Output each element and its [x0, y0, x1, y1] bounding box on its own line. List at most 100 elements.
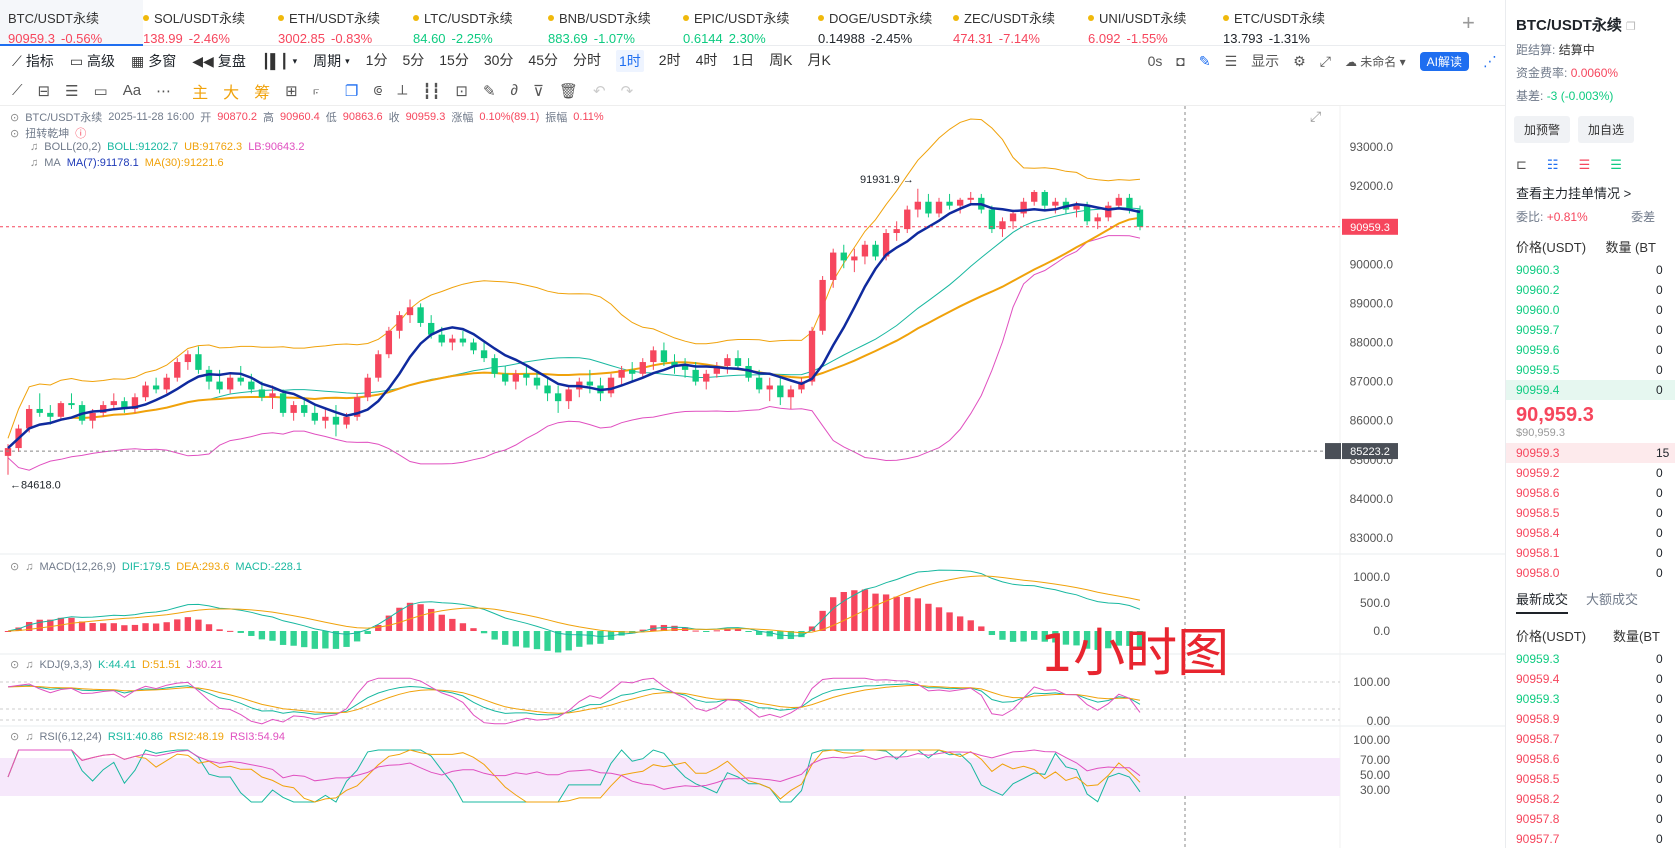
current-price-tag-bg [1342, 218, 1398, 235]
trash-icon[interactable]: 🗑 [558, 82, 578, 100]
copy-icon[interactable]: ❐ [1626, 21, 1636, 33]
orderbook-row[interactable]: 90960.3 0 [1506, 260, 1675, 280]
bell-icon[interactable]: ♫ [25, 658, 34, 671]
indicators-button[interactable]: ⟋ 指标 [12, 51, 54, 71]
more-tools-icon[interactable]: ⋯ [156, 82, 172, 100]
orderbook-row[interactable]: 90959.7 0 [1506, 320, 1675, 340]
collapse-icon[interactable]: ⊙ [10, 561, 20, 573]
expand-chart-icon[interactable]: ⤢ [1310, 108, 1322, 124]
book-bids-icon[interactable]: ☰ [1610, 157, 1622, 172]
advanced-button[interactable]: ▭ 高级 [70, 51, 115, 71]
main-orders-link[interactable]: 查看主力挂单情况 > [1516, 186, 1632, 201]
book-mixed-icon[interactable]: ☷ [1546, 157, 1559, 172]
multi-window-button[interactable]: ▦ 多窗 [131, 51, 176, 71]
replay-button[interactable]: ◀◀ 复盘 [192, 51, 246, 71]
book-asks-icon[interactable]: ☰ [1578, 157, 1591, 172]
ticker-tab[interactable]: BNB/USDT永续 883.69 -1.07% [540, 0, 683, 46]
orderbook-row[interactable]: 90958.1 0 [1506, 543, 1675, 563]
timeframe-option[interactable]: 分时 [573, 52, 601, 68]
notes-icon[interactable]: ✎ [482, 82, 496, 100]
ticker-tab[interactable]: ETC/USDT永续 13.793 -1.31% [1215, 0, 1358, 46]
collapse-icon[interactable]: ⊙ [10, 659, 20, 671]
orderbook-row[interactable]: 90958.5 0 [1506, 503, 1675, 523]
tab-large-trades[interactable]: 大额成交 [1586, 592, 1639, 607]
book-both-icon[interactable]: ⊏ [1516, 157, 1527, 172]
magnet-icon[interactable]: ⟂ [397, 82, 408, 99]
list-icon[interactable]: ☰ [1224, 52, 1238, 69]
undo-icon[interactable]: ↶ [593, 82, 606, 100]
orderbook-row[interactable]: 90958.0 0 [1506, 563, 1675, 583]
share-icon[interactable]: ⋰ [1483, 52, 1497, 69]
collapse-icon[interactable]: ⊙ [10, 731, 20, 743]
orderbook-row[interactable]: 90960.2 0 [1506, 280, 1675, 300]
timeframe-option[interactable]: 2时 [658, 52, 681, 68]
timeframe-option[interactable]: 1日 [732, 52, 755, 68]
price-axis-label: 90000.0 [1350, 257, 1394, 271]
link-icon[interactable]: ∂ [510, 82, 518, 99]
brush-icon[interactable]: ⟔ [312, 82, 320, 99]
orderbook-row[interactable]: 90958.4 0 [1506, 523, 1675, 543]
settings-icon[interactable]: ⚙ [1293, 52, 1306, 69]
calculator-icon[interactable]: ⊞ [285, 82, 298, 100]
ticker-tab[interactable]: SOL/USDT永续 138.99 -2.46% [135, 0, 278, 46]
cloud-layout-dropdown[interactable]: ☁ 未命名 ▾ [1344, 54, 1406, 69]
timeframe-option[interactable]: 1分 [365, 52, 388, 68]
timeframe-option[interactable]: 4时 [695, 52, 718, 68]
big-orders-button[interactable]: 大 [223, 84, 240, 102]
add-watchlist-button[interactable]: 加自选 [1578, 116, 1635, 143]
bell-icon[interactable]: ♫ [30, 157, 39, 169]
rectangle-icon[interactable]: ▭ [93, 82, 108, 100]
add-tab-icon[interactable]: + [1462, 10, 1475, 35]
timeframe-option[interactable]: 月K [807, 52, 831, 68]
kline-chart[interactable]: 93000.092000.091000.090000.089000.088000… [0, 106, 1505, 848]
filter-icon[interactable]: ⊽ [532, 82, 544, 100]
copy-icon[interactable]: ❐ [344, 82, 359, 100]
info-icon[interactable]: ⓘ [75, 128, 87, 140]
timeframe-option[interactable]: 45分 [528, 52, 558, 68]
orderbook-row[interactable]: 90959.6 0 [1506, 340, 1675, 360]
ticker-tab[interactable]: BTC/USDT永续 90959.3 -0.56% [0, 0, 143, 46]
orderbook-row[interactable]: 90960.0 0 [1506, 300, 1675, 320]
ticker-tab[interactable]: ETH/USDT永续 3002.85 -0.83% [270, 0, 413, 46]
chip-distribution-button[interactable]: 筹 [254, 84, 271, 102]
add-alert-button[interactable]: 加预警 [1514, 116, 1571, 143]
main-overlay-button[interactable]: 主 [192, 84, 209, 102]
orderbook-row[interactable]: 90959.4 0 [1506, 380, 1675, 400]
trendline-icon[interactable]: ⟋ [12, 82, 23, 99]
ticker-tab[interactable]: DOGE/USDT永续 0.14988 -2.45% [810, 0, 953, 46]
timeframe-option[interactable]: 5分 [402, 52, 425, 68]
ticker-tab[interactable]: LTC/USDT永续 84.60 -2.25% [405, 0, 548, 46]
fullscreen-icon[interactable]: ⤢ [1319, 52, 1331, 69]
chart-area[interactable]: 93000.092000.091000.090000.089000.088000… [0, 106, 1505, 848]
ticker-tab[interactable]: UNI/USDT永续 6.092 -1.55% [1080, 0, 1223, 46]
bell-icon[interactable]: ♫ [25, 730, 34, 743]
bell-icon[interactable]: ♫ [25, 560, 34, 573]
orderbook-row[interactable]: 90959.3 15 [1506, 443, 1675, 463]
collapse-icon[interactable]: ⊙ [10, 127, 20, 140]
collapse-icon[interactable]: ⊙ [10, 111, 20, 124]
bell-icon[interactable]: ♫ [30, 141, 39, 153]
parallel-channel-icon[interactable]: ☰ [65, 82, 79, 100]
orderbook-row[interactable]: 90958.6 0 [1506, 483, 1675, 503]
period-dropdown[interactable]: 周期 ▾ [313, 51, 350, 71]
camera-icon[interactable]: ◘ [1176, 53, 1185, 69]
timeframe-option[interactable]: 15分 [439, 52, 469, 68]
bars-pattern-icon[interactable]: ┇┇ [422, 82, 441, 100]
ruler-icon[interactable]: ⟃ [373, 82, 383, 99]
ticker-tab[interactable]: EPIC/USDT永续 0.6144 2.30% [675, 0, 818, 46]
horizontal-line-icon[interactable]: ⊟ [37, 82, 51, 100]
redo-icon[interactable]: ↷ [620, 82, 634, 100]
lock-icon[interactable]: ⊡ [455, 82, 468, 100]
ai-interpret-button[interactable]: AI解读 [1419, 51, 1469, 71]
display-button[interactable]: 显示 [1251, 53, 1280, 69]
orderbook-row[interactable]: 90959.5 0 [1506, 360, 1675, 380]
orderbook-row[interactable]: 90959.2 0 [1506, 463, 1675, 483]
text-tool-icon[interactable]: Aa [122, 82, 142, 99]
tab-latest-trades[interactable]: 最新成交 [1516, 589, 1569, 614]
chart-type-button[interactable]: ┃▌┃ ▾ [262, 53, 297, 70]
timeframe-option[interactable]: 1时 [616, 50, 644, 72]
timeframe-option[interactable]: 周K [769, 52, 793, 68]
ticker-tab[interactable]: ZEC/USDT永续 474.31 -7.14% [945, 0, 1088, 46]
pencil-icon[interactable]: ✎ [1198, 52, 1211, 69]
timeframe-option[interactable]: 30分 [483, 52, 514, 68]
